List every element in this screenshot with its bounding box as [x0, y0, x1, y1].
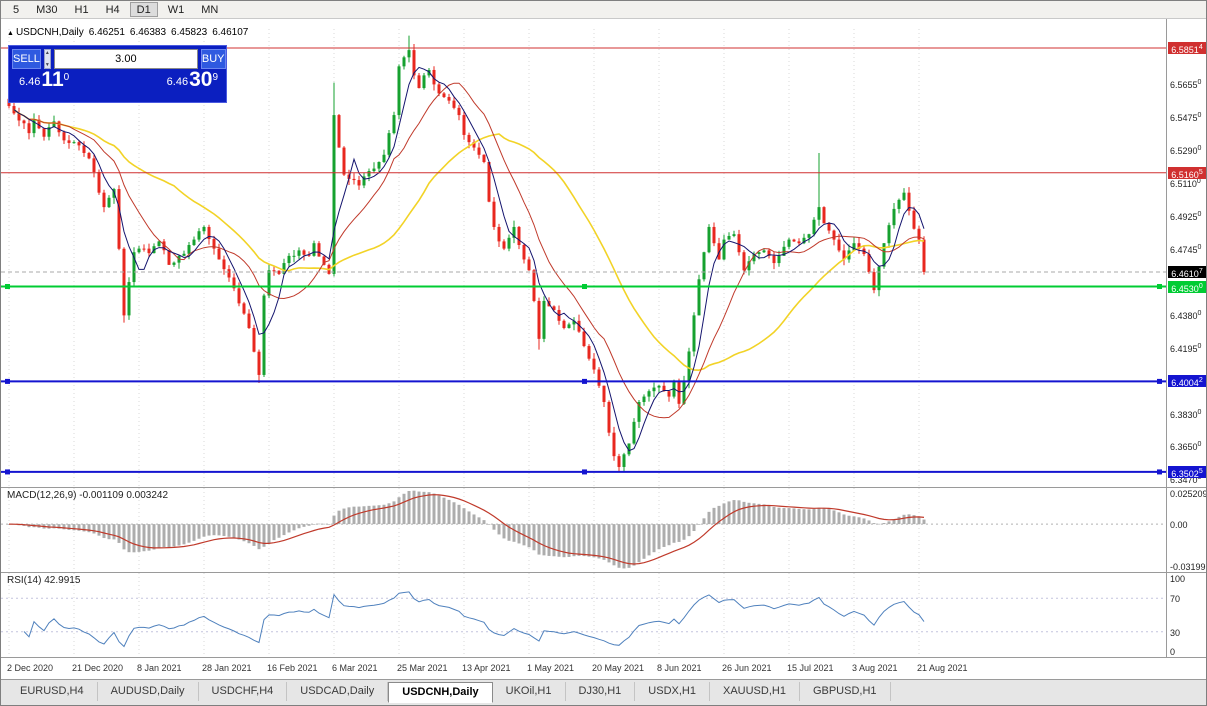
price-level-tag: 6.58514	[1168, 42, 1206, 55]
date-axis-label: 3 Aug 2021	[852, 663, 898, 673]
ohlc-close: 6.46107	[212, 27, 249, 38]
symbol-ohlc-header: ▲ USDCNH,Daily 6.46251 6.46383 6.45823 6.4610…	[7, 27, 253, 38]
current-price-tag: 6.46107	[1168, 265, 1206, 279]
price-axis[interactable]: 6.56550 6.54750 6.52900 6.51100 6.49250 6.474…	[1166, 19, 1206, 658]
panel-divider	[1, 572, 1206, 573]
date-axis-label: 15 Jul 2021	[787, 663, 834, 673]
volume-down-icon[interactable]: ▼	[44, 62, 50, 68]
macd-indicator-panel[interactable]: MACD(12,26,9) -0.001109 0.003242	[1, 488, 1168, 572]
panel-divider	[1, 657, 1206, 658]
date-axis-label: 8 Jun 2021	[657, 663, 702, 673]
buy-price-display: 6.46 30 9	[166, 68, 218, 91]
timeframe-button-h4[interactable]: H4	[105, 4, 120, 16]
chart-tab-usdcad-daily[interactable]: USDCAD,Daily	[287, 682, 389, 701]
volume-up-icon[interactable]: ▲	[44, 50, 50, 56]
price-axis-label: 6.38300	[1170, 408, 1202, 420]
rsi-axis-label: 30	[1170, 627, 1181, 638]
price-level-tag: 6.40042	[1168, 375, 1206, 388]
date-axis-label: 1 May 2021	[527, 663, 575, 673]
date-axis-label: 8 Jan 2021	[137, 663, 182, 673]
date-axis-label: 21 Aug 2021	[917, 663, 968, 673]
ohlc-open: 6.46251	[88, 27, 125, 38]
chart-tab-eurusd-h4[interactable]: EURUSD,H4	[7, 682, 98, 701]
timeframe-button-d1[interactable]: D1	[129, 2, 158, 17]
date-axis-label: 6 Mar 2021	[332, 663, 378, 673]
main-chart-panel[interactable]: ▲ USDCNH,Daily 6.46251 6.46383 6.45823 6.4610…	[1, 19, 1168, 487]
date-axis-label: 28 Jan 2021	[202, 663, 252, 673]
date-axis-label: 25 Mar 2021	[397, 663, 448, 673]
volume-input[interactable]	[53, 49, 198, 69]
price-level-tag: 6.51605	[1168, 166, 1206, 180]
rsi-indicator-panel[interactable]: RSI(14) 42.9915	[1, 573, 1168, 657]
chart-tabs-bar: EURUSD,H4 AUDUSD,Daily USDCHF,H4 USDCAD,Dai…	[1, 679, 1206, 705]
chart-tab-usdchf-h4[interactable]: USDCHF,H4	[199, 682, 288, 701]
price-axis-label: 6.41950	[1170, 342, 1202, 354]
volume-spinner[interactable]: ▲ ▼	[43, 49, 51, 69]
buy-button[interactable]: BUY	[200, 49, 226, 69]
panel-divider	[1, 487, 1206, 488]
price-axis-label: 6.43800	[1170, 309, 1202, 321]
buy-price-base: 6.46	[166, 76, 189, 88]
chart-tab-dj30-h1[interactable]: DJ30,H1	[566, 682, 636, 701]
date-axis-label: 2 Dec 2020	[7, 663, 54, 673]
price-axis-label: 6.47450	[1170, 243, 1202, 255]
ohlc-high: 6.46383	[129, 27, 167, 38]
timeframe-button-w1[interactable]: W1	[167, 4, 185, 16]
macd-chart[interactable]	[1, 488, 1167, 572]
date-axis-label: 26 Jun 2021	[722, 663, 772, 673]
date-axis[interactable]: 2 Dec 2020 21 Dec 2020 8 Jan 2021 28 Jan 20…	[1, 658, 1168, 679]
rsi-chart[interactable]	[1, 573, 1167, 657]
date-axis-label: 16 Feb 2021	[267, 663, 318, 673]
chart-tab-gbpusd-h1[interactable]: GBPUSD,H1	[800, 682, 891, 701]
symbol-name: USDCNH,Daily	[15, 27, 84, 38]
chart-tab-ukoil-h1[interactable]: UKOil,H1	[493, 682, 566, 701]
one-click-trading-panel: SELL ▲ ▼ BUY 6.46 11 0 6.46 30 9	[8, 45, 227, 103]
timeframe-button-mn[interactable]: MN	[201, 4, 219, 16]
timeframe-button-h1[interactable]: H1	[74, 4, 89, 16]
sell-price-base: 6.46	[19, 76, 41, 88]
macd-axis-max: 0.025209	[1170, 489, 1207, 499]
price-level-tag: 6.35025	[1168, 465, 1206, 479]
sell-price-sup: 0	[63, 72, 70, 83]
rsi-label: RSI(14) 42.9915	[7, 575, 81, 586]
ohlc-low: 6.45823	[171, 27, 208, 38]
macd-axis-zero: 0.00	[1170, 520, 1188, 531]
chart-tab-usdx-h1[interactable]: USDX,H1	[635, 682, 710, 701]
macd-label: MACD(12,26,9) -0.001109 0.003242	[7, 490, 169, 501]
buy-price-big: 30	[189, 68, 213, 91]
macd-axis-min: -0.03199	[1170, 562, 1206, 572]
price-axis-label: 6.54750	[1170, 111, 1202, 123]
sell-price-display: 6.46 11 0	[19, 68, 70, 91]
price-axis-label: 6.36500	[1170, 441, 1202, 453]
buy-price-sup: 9	[212, 72, 218, 83]
rsi-axis-label: 70	[1170, 594, 1181, 605]
date-axis-label: 13 Apr 2021	[462, 663, 511, 673]
chart-tab-audusd-daily[interactable]: AUDUSD,Daily	[98, 682, 199, 701]
timeframe-button-m30[interactable]: M30	[36, 4, 58, 16]
chart-tab-usdcnh-daily[interactable]: USDCNH,Daily	[388, 682, 493, 703]
price-axis-label: 6.51100	[1170, 177, 1201, 189]
rsi-axis-label: 100	[1170, 574, 1186, 584]
price-axis-label: 6.56550	[1170, 79, 1202, 91]
symbol-arrow-icon: ▲	[7, 30, 14, 37]
rsi-axis-label: 0	[1170, 647, 1176, 657]
sell-button[interactable]: SELL	[12, 49, 41, 69]
timeframe-button-5[interactable]: 5	[13, 4, 20, 16]
chart-tab-xauusd-h1[interactable]: XAUUSD,H1	[710, 682, 800, 701]
timeframe-toolbar: 5 M30 H1 H4 D1 W1 MN	[1, 1, 1206, 19]
price-level-tag: 6.45300	[1168, 280, 1206, 294]
price-axis-label: 6.52900	[1170, 145, 1202, 157]
date-axis-label: 20 May 2021	[592, 663, 645, 673]
price-axis-label: 6.49250	[1170, 211, 1202, 223]
candlestick-chart[interactable]	[1, 29, 1167, 487]
date-axis-label: 21 Dec 2020	[72, 663, 124, 673]
sell-price-big: 11	[41, 68, 64, 91]
